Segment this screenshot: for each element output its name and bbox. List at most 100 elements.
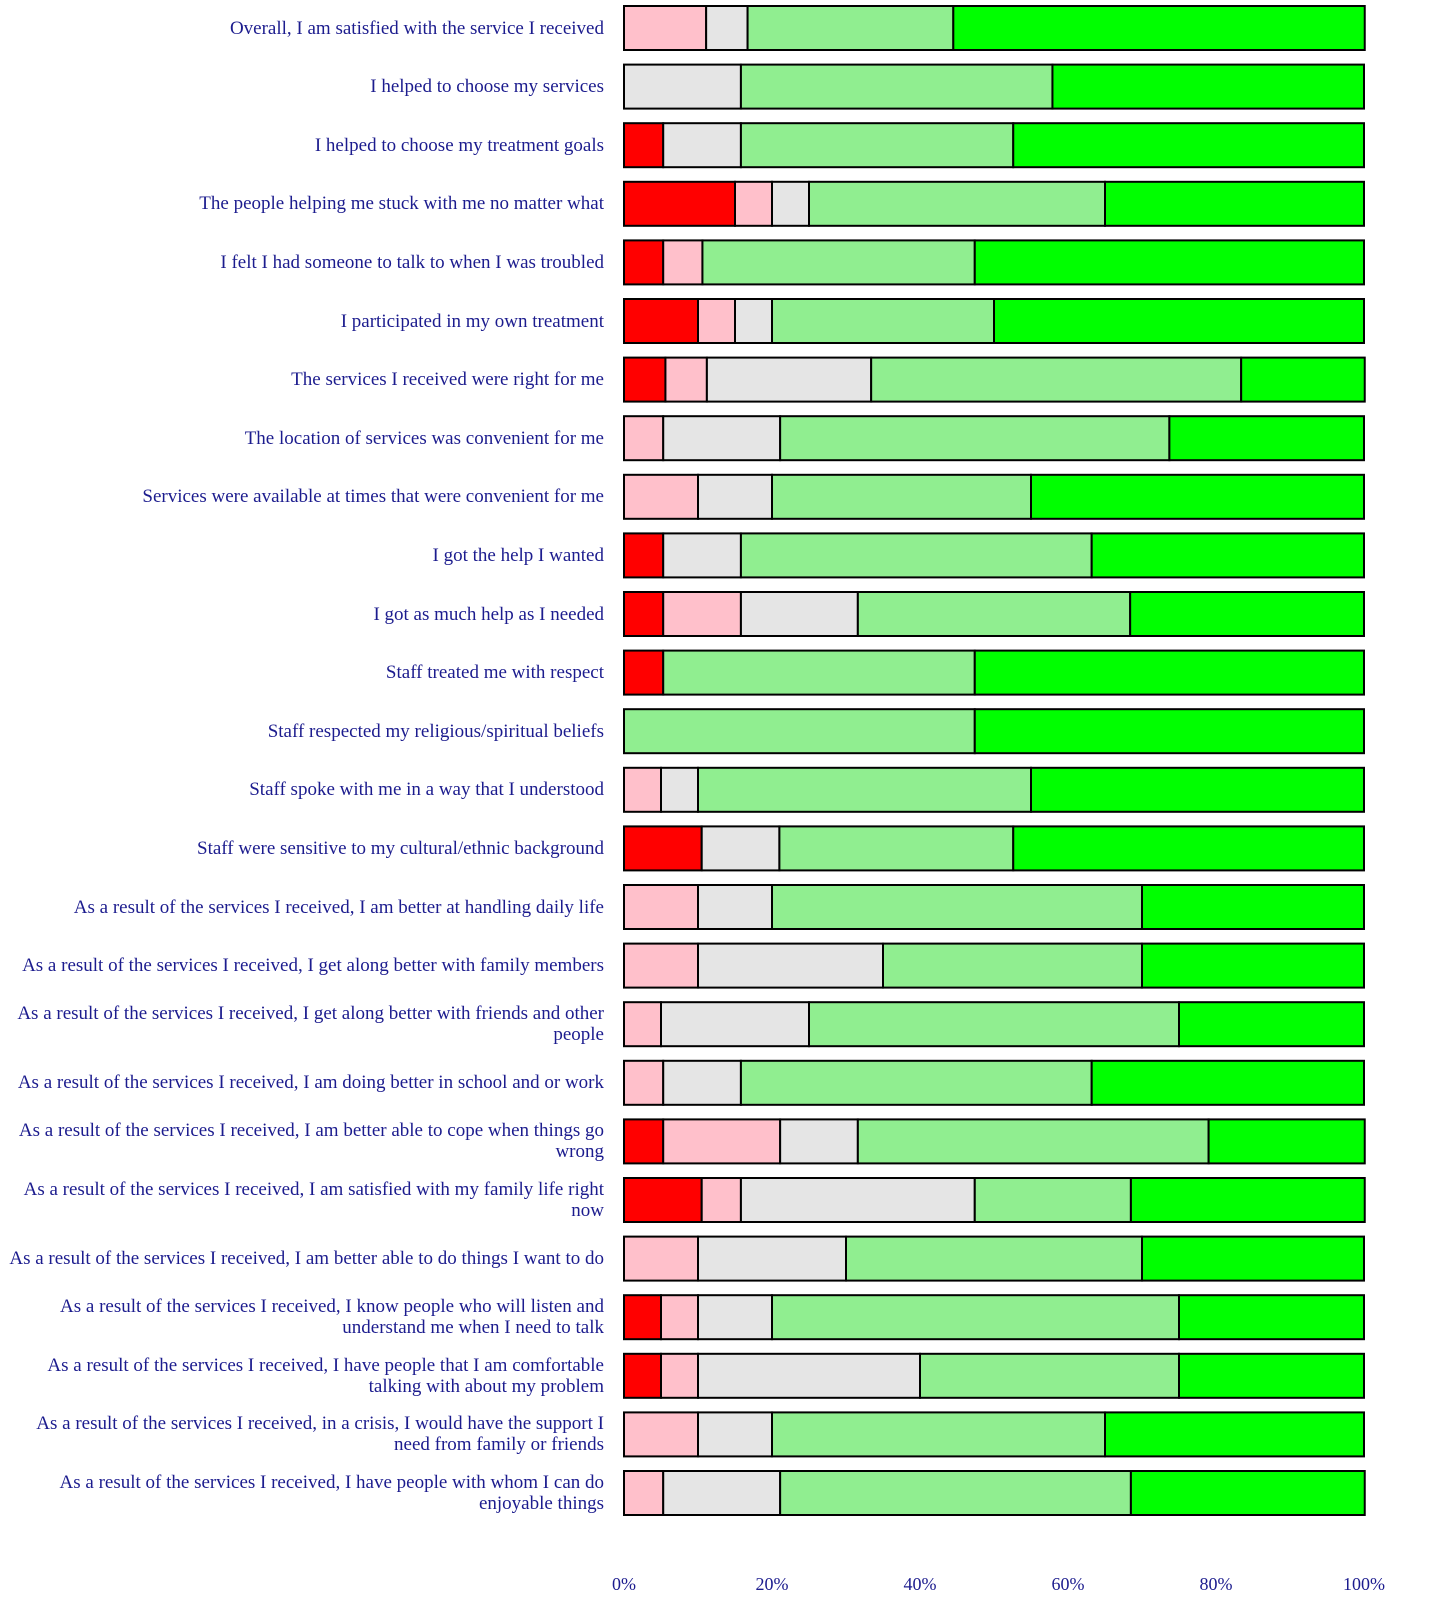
bar-segment bbox=[700, 825, 781, 872]
bar-segment bbox=[779, 1118, 859, 1165]
bar-segment bbox=[1030, 473, 1365, 520]
bar-segment bbox=[870, 356, 1243, 403]
bar-segment bbox=[623, 532, 665, 579]
bar-segment bbox=[623, 473, 699, 520]
category-label: I helped to choose my treatment goals bbox=[314, 134, 604, 156]
bar-segment bbox=[771, 884, 1143, 930]
bar-segment bbox=[660, 1001, 810, 1048]
bar-segment bbox=[623, 1470, 665, 1516]
bar-segment bbox=[739, 63, 1054, 110]
bar-segment bbox=[623, 1294, 662, 1341]
bar-segment bbox=[1129, 1177, 1366, 1223]
bar-segment bbox=[1178, 1352, 1365, 1399]
bar-segment bbox=[808, 1001, 1180, 1048]
category-label: As a result of the services I received, … bbox=[36, 1413, 604, 1456]
bar-segment bbox=[662, 1118, 782, 1165]
bar-segment bbox=[623, 5, 708, 51]
bar-segment bbox=[1178, 1001, 1365, 1048]
bar-segment bbox=[973, 1177, 1132, 1223]
bar-segment bbox=[779, 415, 1171, 462]
bar-segment bbox=[993, 298, 1365, 344]
bar-segment bbox=[919, 1352, 1180, 1399]
x-tick-label: 40% bbox=[903, 1574, 937, 1594]
category-label: I participated in my own treatment bbox=[340, 310, 604, 332]
bar-segment bbox=[662, 122, 742, 169]
bar-segment bbox=[662, 1059, 742, 1106]
bar-segment bbox=[623, 63, 742, 110]
category-label: As a result of the services I received, … bbox=[59, 1472, 604, 1514]
bar-segment bbox=[623, 942, 699, 989]
bar-segment bbox=[623, 1118, 665, 1165]
bar-segment bbox=[739, 532, 1093, 579]
bar-segment bbox=[1104, 180, 1365, 227]
bar-segment bbox=[623, 884, 699, 930]
bar-segment bbox=[662, 415, 782, 462]
bar-segment bbox=[697, 1411, 773, 1458]
bar-segment bbox=[856, 591, 1132, 637]
category-label: Staff treated me with respect bbox=[385, 662, 604, 684]
category-label: Staff respected my religious/spiritual b… bbox=[267, 720, 604, 742]
bar-segment bbox=[771, 298, 995, 344]
bar-segment bbox=[660, 1352, 699, 1399]
bar-segment bbox=[623, 1177, 703, 1223]
bar-segment bbox=[623, 298, 699, 344]
bar-segment bbox=[701, 239, 976, 286]
bar-segment bbox=[808, 180, 1106, 227]
bar-segment bbox=[660, 766, 699, 813]
x-tick-label: 100% bbox=[1343, 1574, 1385, 1594]
bar-segment bbox=[697, 1294, 773, 1341]
bar-segment bbox=[623, 415, 665, 462]
bar-segment bbox=[778, 825, 1015, 872]
bar-segment bbox=[697, 884, 773, 930]
category-label: As a result of the services I received, … bbox=[60, 1296, 604, 1339]
bar-segment bbox=[1012, 122, 1365, 169]
bar-segment bbox=[973, 239, 1365, 286]
bar-segment bbox=[623, 239, 665, 286]
bar-segment bbox=[746, 5, 955, 51]
x-tick-label: 60% bbox=[1051, 1574, 1085, 1594]
bar-segment bbox=[697, 766, 1032, 813]
category-label: I got the help I wanted bbox=[432, 544, 604, 566]
bar-segment bbox=[697, 473, 773, 520]
category-label: As a result of the services I received, … bbox=[17, 1003, 604, 1046]
bar-segment bbox=[973, 708, 1365, 755]
category-label: I felt I had someone to talk to when I w… bbox=[220, 251, 604, 273]
bar-segment bbox=[697, 298, 736, 344]
category-label: Services were available at times that we… bbox=[142, 486, 604, 508]
x-tick-label: 0% bbox=[612, 1574, 636, 1594]
category-label: As a result of the services I received, … bbox=[9, 1248, 604, 1270]
bar-segment bbox=[771, 1411, 1106, 1458]
bar-segment bbox=[623, 591, 665, 637]
bar-segment bbox=[660, 1294, 699, 1341]
bar-segment bbox=[1090, 532, 1366, 579]
category-label: The services I received were right for m… bbox=[291, 369, 604, 391]
category-label: As a result of the services I received, … bbox=[17, 1072, 604, 1094]
bar-segment bbox=[1104, 1411, 1365, 1458]
x-tick-label: 20% bbox=[755, 1574, 789, 1594]
bar-segment bbox=[697, 1352, 921, 1399]
bar-segment bbox=[1168, 415, 1365, 462]
x-tick-label: 80% bbox=[1199, 1574, 1233, 1594]
bar-segment bbox=[856, 1118, 1210, 1165]
bar-segment bbox=[623, 1001, 662, 1048]
bar-segment bbox=[1207, 1118, 1366, 1165]
bar-segment bbox=[882, 942, 1143, 989]
bar-segment bbox=[662, 1470, 782, 1516]
bar-segment bbox=[1141, 1235, 1365, 1282]
bar-segment bbox=[662, 591, 742, 637]
category-label: The people helping me stuck with me no m… bbox=[199, 193, 604, 215]
category-label: Overall, I am satisfied with the service… bbox=[229, 17, 604, 39]
bar-segment bbox=[771, 473, 1032, 520]
bar-segment bbox=[664, 356, 708, 403]
bar-segment bbox=[1141, 942, 1365, 989]
category-label: As a result of the services I received, … bbox=[22, 955, 604, 977]
bar-segment bbox=[1051, 63, 1365, 110]
bar-segment bbox=[623, 1411, 699, 1458]
bar-segment bbox=[623, 356, 667, 403]
bar-segment bbox=[623, 708, 976, 755]
bar-segment bbox=[952, 5, 1366, 51]
bar-segment bbox=[623, 180, 736, 227]
bar-segment bbox=[739, 122, 1015, 169]
category-label: Staff spoke with me in a way that I unde… bbox=[249, 779, 604, 801]
